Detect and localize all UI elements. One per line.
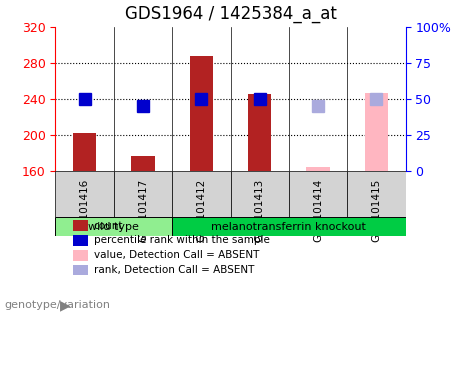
FancyBboxPatch shape — [73, 265, 88, 275]
Text: GSM101412: GSM101412 — [196, 178, 207, 242]
Text: GSM101416: GSM101416 — [79, 178, 89, 242]
Bar — [73, 134, 96, 171]
FancyBboxPatch shape — [73, 250, 88, 260]
FancyBboxPatch shape — [289, 171, 347, 217]
FancyBboxPatch shape — [73, 220, 88, 231]
FancyBboxPatch shape — [347, 171, 406, 217]
Text: ▶: ▶ — [60, 298, 71, 312]
FancyBboxPatch shape — [73, 235, 88, 246]
FancyBboxPatch shape — [172, 171, 230, 217]
Text: count: count — [94, 221, 124, 231]
FancyBboxPatch shape — [114, 171, 172, 217]
Text: percentile rank within the sample: percentile rank within the sample — [94, 235, 270, 245]
Text: value, Detection Call = ABSENT: value, Detection Call = ABSENT — [94, 250, 259, 260]
Text: GSM101414: GSM101414 — [313, 178, 323, 242]
Bar — [365, 93, 388, 171]
Title: GDS1964 / 1425384_a_at: GDS1964 / 1425384_a_at — [124, 5, 337, 23]
Text: rank, Detection Call = ABSENT: rank, Detection Call = ABSENT — [94, 265, 254, 275]
Bar — [189, 56, 213, 171]
FancyBboxPatch shape — [230, 171, 289, 217]
Text: GSM101413: GSM101413 — [254, 178, 265, 242]
Bar — [307, 167, 330, 171]
Text: GSM101417: GSM101417 — [138, 178, 148, 242]
Text: GSM101415: GSM101415 — [372, 178, 382, 242]
Bar — [131, 156, 154, 171]
Text: genotype/variation: genotype/variation — [5, 300, 111, 310]
FancyBboxPatch shape — [55, 171, 114, 217]
Bar — [248, 94, 272, 171]
